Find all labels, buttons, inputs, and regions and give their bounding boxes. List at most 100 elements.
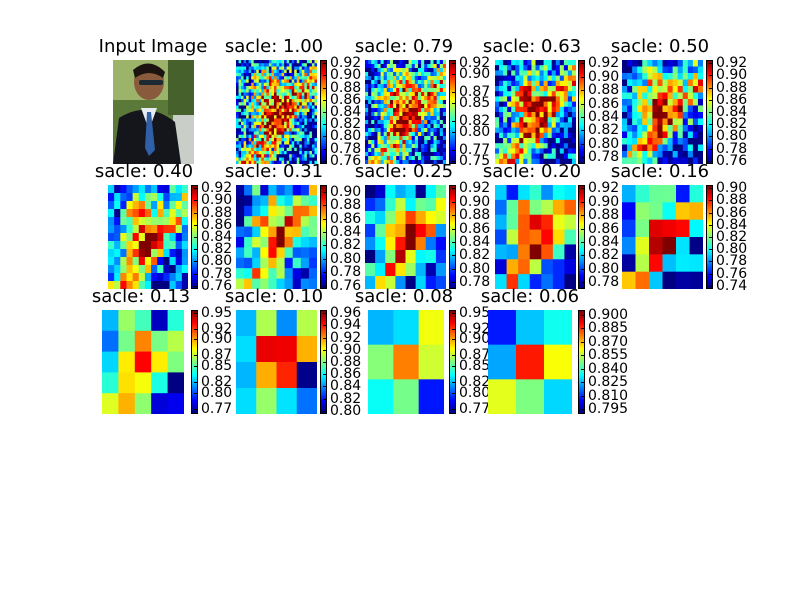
heatmap-cell xyxy=(294,92,298,97)
heatmap-cell xyxy=(389,80,394,85)
heatmap-cell xyxy=(306,131,311,136)
colorbar-tick xyxy=(194,224,198,226)
heatmap-cell xyxy=(433,80,438,85)
heatmap-cell xyxy=(243,105,247,110)
heatmap-cell xyxy=(559,75,565,82)
heatmap-cell xyxy=(543,132,549,139)
heatmap-cell xyxy=(433,144,438,149)
heatmap-cell xyxy=(515,117,520,123)
heatmap-cell xyxy=(499,96,504,103)
heatmap-cell xyxy=(281,89,285,94)
heatmap-cell xyxy=(642,118,648,126)
heatmap-cell xyxy=(430,136,435,141)
heatmap-cell xyxy=(314,102,317,107)
heatmap-cell xyxy=(682,151,689,159)
heatmap-cell xyxy=(551,143,557,149)
heatmap-cell xyxy=(417,100,422,105)
heatmap-cell xyxy=(551,153,557,160)
panel-title: sacle: 1.00 xyxy=(224,36,324,57)
heatmap-cell xyxy=(258,121,262,126)
heatmap-cell xyxy=(258,144,262,149)
heatmap-cell xyxy=(175,217,183,226)
heatmap-cell xyxy=(442,116,446,121)
heatmap-cell xyxy=(551,138,557,144)
heatmap-cell xyxy=(436,160,441,164)
heatmap-cell xyxy=(564,214,576,231)
heatmap-cell xyxy=(304,82,308,87)
heatmap-cell xyxy=(108,265,115,274)
heatmap-cell xyxy=(519,70,524,77)
heatmap-cell xyxy=(642,144,648,152)
heatmap-cell xyxy=(411,124,416,129)
heatmap-cell xyxy=(263,147,267,152)
heatmap-cell xyxy=(120,217,128,226)
heatmap-cell xyxy=(547,112,553,118)
heatmap-cell xyxy=(386,124,391,129)
heatmap-cell xyxy=(647,79,653,87)
heatmap-cell xyxy=(314,66,317,71)
heatmap-cell xyxy=(256,76,260,81)
heatmap-cell xyxy=(627,144,633,152)
heatmap-cell xyxy=(286,79,290,84)
heatmap-cell xyxy=(266,115,270,120)
heatmap-cell xyxy=(374,104,379,109)
colorbar-tick-label: 0.78 xyxy=(716,253,748,270)
heatmap-cell xyxy=(296,86,300,90)
heatmap-cell xyxy=(102,393,119,414)
heatmap-cell xyxy=(380,84,385,89)
heatmap-cell xyxy=(377,148,382,153)
heatmap-cell xyxy=(365,60,369,65)
heatmap-cell xyxy=(306,86,311,90)
colorbar-tick-label: 0.90 xyxy=(330,67,362,84)
colorbar-tick-label: 0.82 xyxy=(459,112,491,129)
heatmap-cell xyxy=(697,73,703,81)
heatmap-cell xyxy=(261,69,265,74)
colorbar-tick-label: 0.86 xyxy=(716,204,748,221)
heatmap-cell xyxy=(495,148,500,155)
heatmap-cell xyxy=(515,158,520,164)
colorbar-tick xyxy=(323,349,327,351)
colorbar-tick-label: 0.92 xyxy=(330,329,362,346)
heatmap-cell xyxy=(284,112,288,116)
heatmap-cell xyxy=(304,89,308,94)
heatmap-cell xyxy=(273,131,278,136)
heatmap-cell xyxy=(157,209,164,218)
heatmap-cell xyxy=(281,60,285,64)
heatmap-cell xyxy=(541,214,554,231)
heatmap-cell xyxy=(511,96,516,103)
heatmap-cell xyxy=(551,106,557,113)
heatmap-cell xyxy=(294,66,298,71)
heatmap-cell xyxy=(286,141,290,146)
heatmap-cell xyxy=(169,209,177,218)
heatmap-cell xyxy=(421,72,425,77)
colorbar-tick-label: 0.90 xyxy=(459,66,491,83)
heatmap-cell xyxy=(499,86,504,92)
heatmap-cell xyxy=(132,281,140,289)
heatmap-cell xyxy=(294,63,298,68)
heatmap-cell xyxy=(571,86,576,92)
heatmap-cell xyxy=(271,115,275,120)
heatmap-cell xyxy=(642,60,648,68)
heatmap-cell xyxy=(386,112,391,117)
heatmap-cell xyxy=(377,72,382,77)
heatmap-cell xyxy=(380,132,385,137)
heatmap-cell xyxy=(271,73,275,77)
heatmap-cell xyxy=(687,118,694,126)
heatmap-cell xyxy=(266,66,270,71)
heatmap-cell xyxy=(314,89,317,94)
heatmap-cell xyxy=(271,154,275,159)
heatmap-cell xyxy=(132,185,140,194)
colorbar-tick xyxy=(452,120,456,122)
heatmap-cell xyxy=(132,233,140,242)
heatmap-cell xyxy=(374,64,379,69)
heatmap-cell xyxy=(417,80,422,85)
heatmap-cell xyxy=(284,89,288,94)
heatmap-cell xyxy=(385,237,396,251)
colorbar-tick-label: 0.840 xyxy=(588,360,629,377)
heatmap-cell xyxy=(236,60,240,64)
heatmap-cell xyxy=(442,92,446,97)
colorbar-tick-label: 0.76 xyxy=(716,152,748,169)
heatmap-cell xyxy=(519,101,524,108)
heatmap-cell xyxy=(425,250,437,264)
heatmap-cell xyxy=(555,132,561,139)
